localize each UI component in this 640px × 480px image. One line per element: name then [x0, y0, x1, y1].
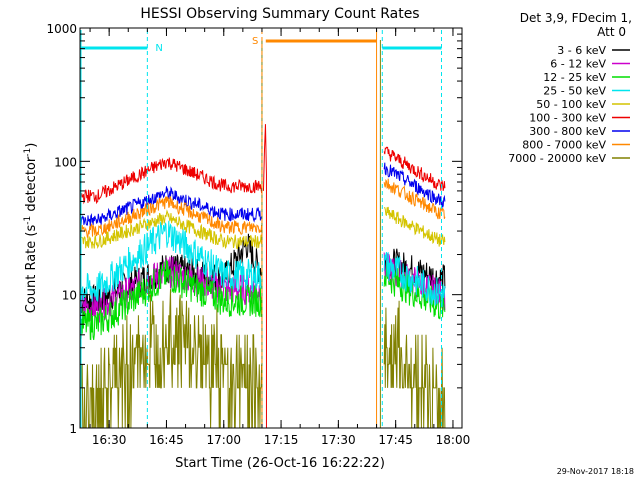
series-line	[80, 209, 263, 250]
y-axis-label-mid: detector	[24, 156, 39, 216]
legend-label: 800 - 7000 keV	[522, 139, 606, 152]
series-line	[80, 157, 263, 205]
series-line	[80, 259, 263, 341]
legend-label: 300 - 800 keV	[529, 125, 606, 138]
series-line	[80, 289, 263, 429]
x-tick-label: 16:30	[92, 433, 127, 447]
legend-label: 50 - 100 keV	[536, 98, 606, 111]
x-tick-label: 17:45	[378, 433, 413, 447]
chart-title: HESSI Observing Summary Count Rates	[140, 6, 419, 22]
footer-timestamp: 29-Nov-2017 18:18	[557, 467, 634, 476]
y-axis-label-sup2: -1	[23, 148, 33, 157]
series-line	[80, 220, 263, 302]
plot-area: NS	[80, 30, 446, 429]
legend-header-line-1: Det 3,9, FDecim 1,	[520, 11, 632, 25]
y-axis-label-sup1: -1	[23, 216, 33, 225]
flare-spike	[262, 124, 267, 428]
y-tick-label: 1000	[46, 22, 77, 36]
x-tick-label: 18:00	[436, 433, 471, 447]
legend-label: 25 - 50 keV	[543, 85, 606, 98]
y-axis-label: Count Rate (s-1 detector-1)	[23, 143, 39, 314]
legend-label: 7000 - 20000 keV	[508, 152, 606, 165]
x-tick-label: 16:45	[149, 433, 184, 447]
series-line	[383, 162, 446, 208]
series-line	[80, 186, 263, 227]
legend-header-line-2: Att 0	[597, 25, 626, 39]
legend-label: 3 - 6 keV	[557, 44, 606, 57]
series-line	[384, 206, 446, 247]
saa-marker-label: S	[252, 36, 258, 47]
series-line	[80, 196, 263, 238]
y-axis-label-end: )	[24, 143, 39, 148]
x-tick-label: 17:30	[321, 433, 356, 447]
x-tick-label: 17:15	[264, 433, 299, 447]
plot-frame	[79, 27, 463, 429]
y-axis-label-main: Count Rate (s	[24, 225, 39, 314]
series-line	[383, 146, 446, 191]
y-tick-label: 1	[69, 422, 77, 436]
y-tick-label: 10	[62, 289, 77, 303]
series-line	[383, 251, 446, 307]
y-tick-label: 100	[54, 155, 77, 169]
legend-label: 6 - 12 keV	[550, 58, 606, 71]
legend-label: 100 - 300 keV	[529, 112, 606, 125]
axis-ticks: 16:30 16:45 17:00 17:15 17:30 17:45 18:00 1 10 10…	[46, 22, 470, 447]
night-marker-label: N	[155, 43, 162, 54]
x-axis-label: Start Time (26-Oct-16 16:22:22)	[175, 456, 385, 471]
series-line	[383, 178, 446, 220]
x-tick-label: 17:00	[206, 433, 241, 447]
series-line	[383, 262, 446, 320]
legend-label: 12 - 25 keV	[543, 71, 606, 84]
series-line	[383, 300, 446, 429]
